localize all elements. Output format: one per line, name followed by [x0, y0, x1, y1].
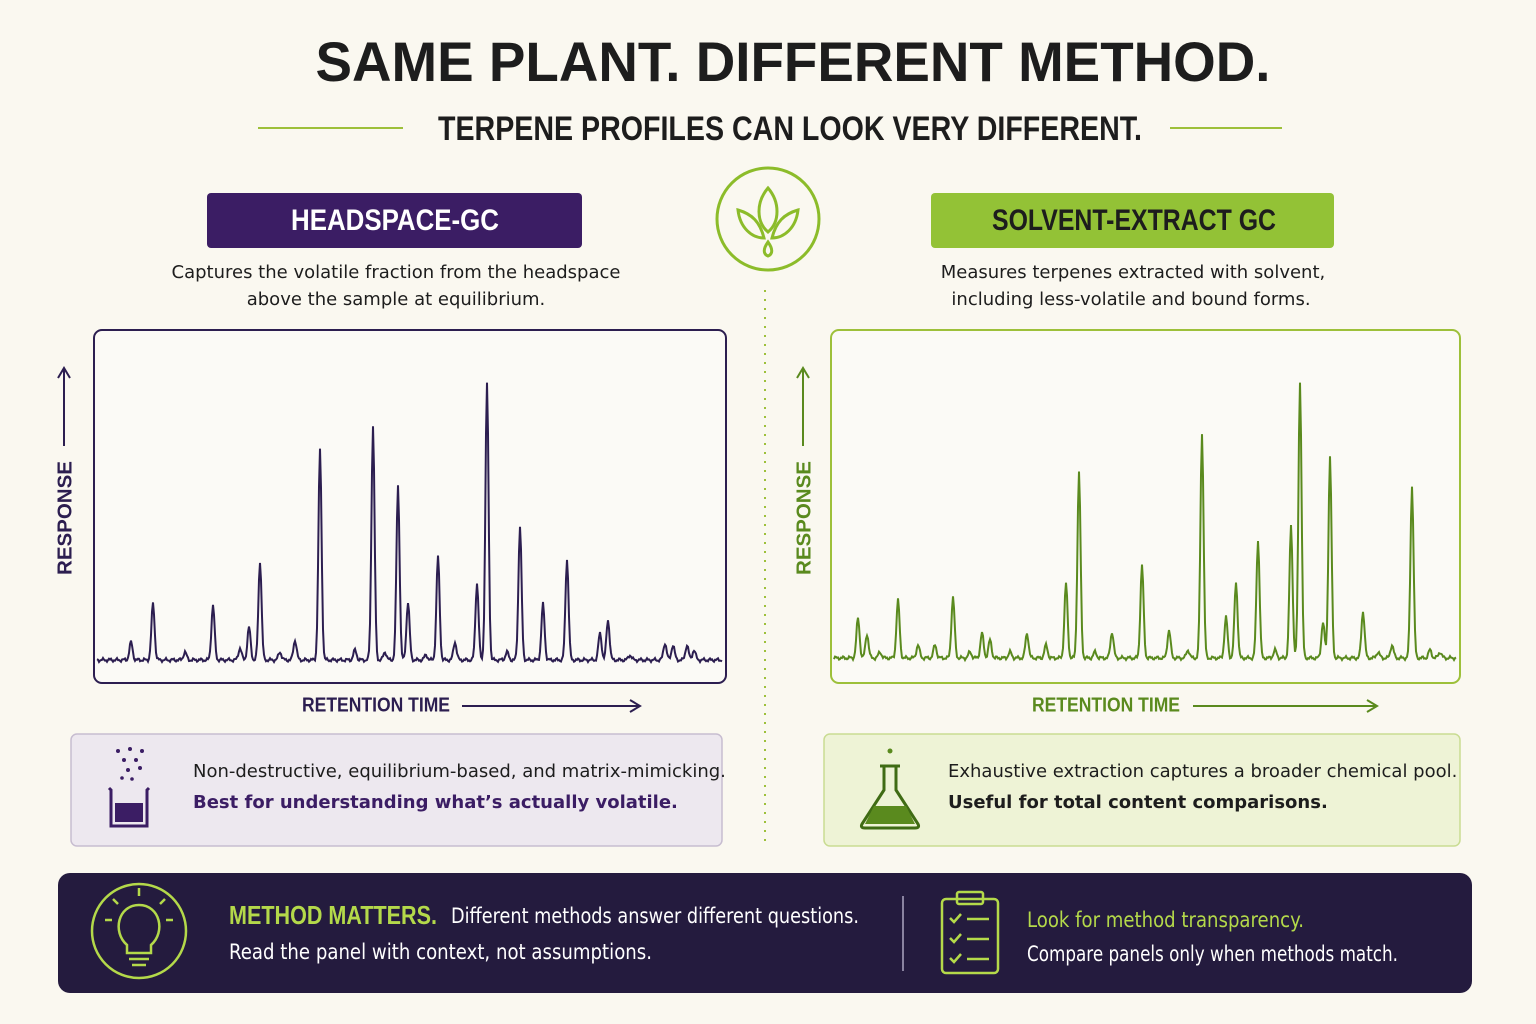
footer-heading: Look for method transparency. [1027, 908, 1304, 932]
description: including less-volatile and bound forms. [951, 289, 1310, 310]
x-axis-label: RETENTION TIME [302, 694, 450, 716]
footer-bar [58, 873, 1472, 993]
chromatogram-trace [833, 382, 1457, 663]
x-arrow [1193, 699, 1379, 713]
note-text: Exhaustive extraction captures a broader… [948, 761, 1457, 782]
method-badge [207, 193, 582, 248]
footer-text: Compare panels only when methods match. [1027, 942, 1398, 966]
description: above the sample at equilibrium. [247, 289, 546, 310]
description: Captures the volatile fraction from the … [172, 262, 621, 283]
note-emphasis: Best for understanding what’s actually v… [193, 792, 678, 813]
y-arrow [57, 366, 71, 446]
leaf-emblem [715, 166, 821, 272]
footer-heading: METHOD MATTERS. [229, 900, 437, 930]
description: Measures terpenes extracted with solvent… [941, 262, 1326, 283]
method-badge [931, 193, 1334, 248]
flask-icon [859, 748, 921, 830]
method-label: SOLVENT-EXTRACT GC [992, 204, 1276, 237]
footer-text: Different methods answer different quest… [451, 904, 859, 928]
x-arrow [462, 699, 642, 713]
note-emphasis: Useful for total content comparisons. [948, 792, 1328, 813]
beaker-icon [107, 747, 151, 828]
note-text: Non-destructive, equilibrium-based, and … [193, 761, 726, 782]
note-box [823, 733, 1461, 847]
lightbulb-icon [90, 882, 188, 980]
subtitle: TERPENE PROFILES CAN LOOK VERY DIFFERENT… [438, 110, 1142, 148]
title: SAME PLANT. DIFFERENT METHOD. [316, 30, 1271, 93]
y-axis-label: RESPONSE [793, 461, 815, 575]
chromatogram-trace [96, 382, 723, 665]
footer-text: Read the panel with context, not assumpt… [229, 940, 652, 964]
y-arrow [796, 366, 810, 446]
method-label: HEADSPACE-GC [291, 204, 499, 237]
y-axis-label: RESPONSE [54, 461, 76, 575]
clipboard-icon [940, 890, 1000, 975]
x-axis-label: RETENTION TIME [1032, 694, 1180, 716]
note-box [70, 733, 723, 847]
